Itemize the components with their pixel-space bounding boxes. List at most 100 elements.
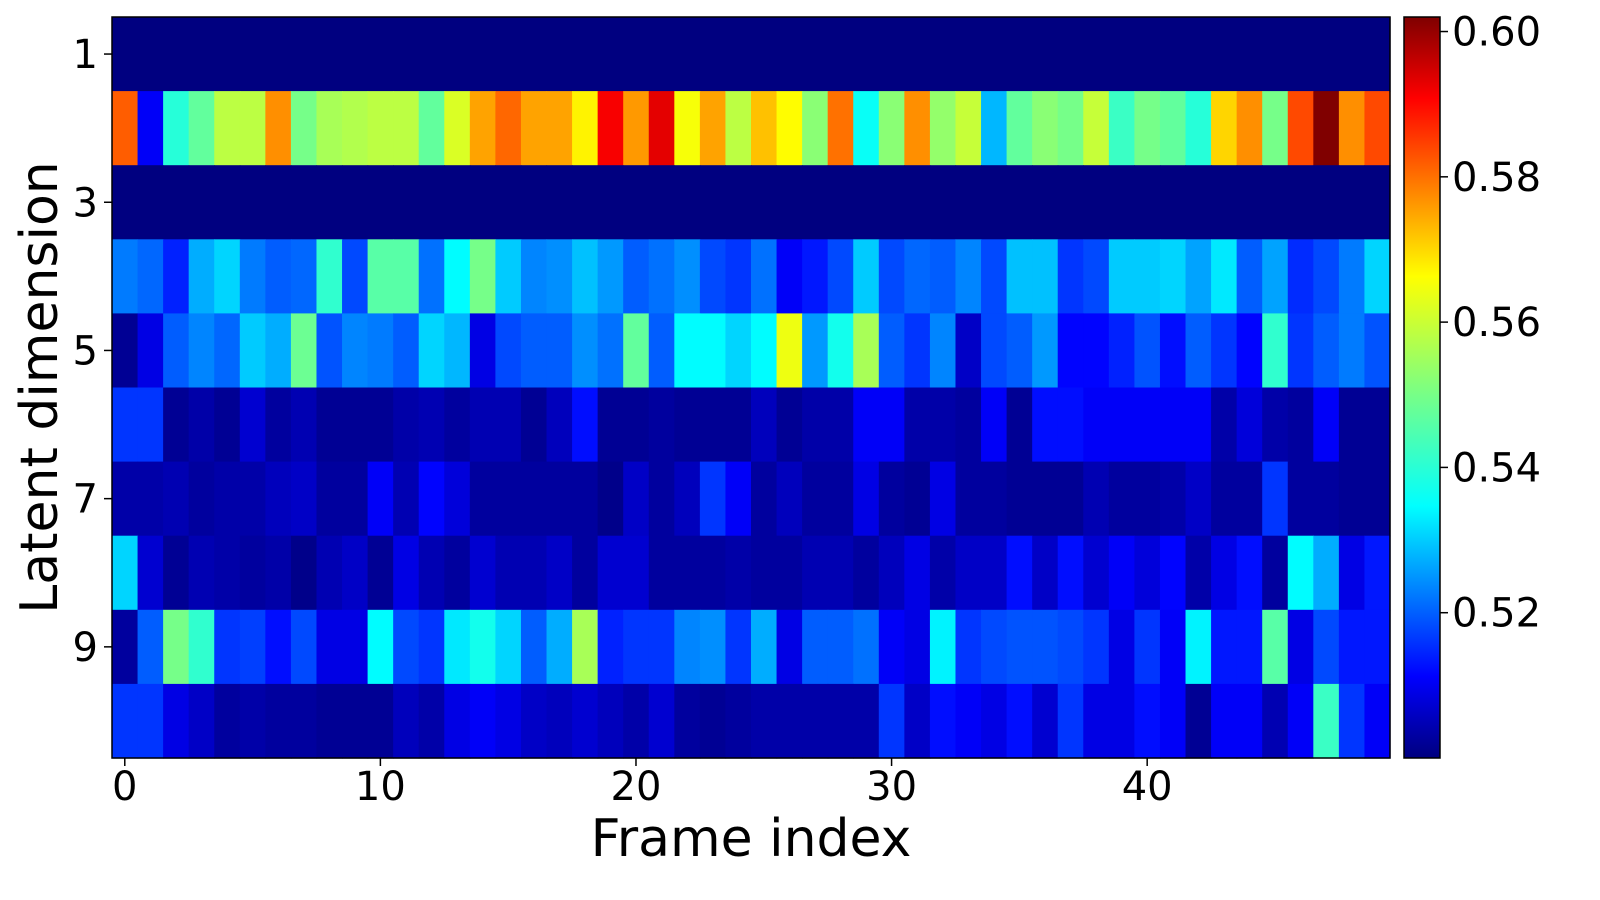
heatmap-cell <box>1338 313 1366 389</box>
heatmap-cell <box>929 17 957 92</box>
heatmap-cell <box>367 17 394 92</box>
heatmap-cell <box>418 17 445 92</box>
heatmap-cell <box>137 313 164 389</box>
heatmap-cell <box>316 91 343 166</box>
heatmap-cell <box>1185 387 1212 463</box>
heatmap-cell <box>316 609 343 685</box>
heatmap-cell <box>929 535 957 611</box>
heatmap-cell <box>1313 683 1340 759</box>
heatmap-cell <box>1006 609 1033 685</box>
heatmap-cell <box>648 165 675 240</box>
heatmap-cell <box>674 239 701 314</box>
heatmap-cell <box>290 461 318 537</box>
heatmap-cell <box>1287 683 1314 759</box>
colorbar-ticks: 0.52 0.54 0.56 0.58 0.60 <box>1440 10 1541 637</box>
heatmap-cell <box>827 609 854 685</box>
heatmap-cell <box>1057 313 1084 389</box>
heatmap-cell <box>929 683 957 759</box>
heatmap-cell <box>265 535 292 611</box>
heatmap-cell <box>1159 461 1187 537</box>
heatmap-cell <box>1211 683 1238 759</box>
heatmap-cell <box>393 91 420 166</box>
heatmap-cell <box>699 609 727 685</box>
heatmap-cell <box>342 535 369 611</box>
heatmap-cell <box>520 91 548 166</box>
heatmap-cell <box>751 609 778 685</box>
heatmap-cell <box>1083 683 1110 759</box>
heatmap-cell <box>725 535 752 611</box>
heatmap-cell <box>393 683 420 759</box>
heatmap-cell <box>214 17 241 92</box>
heatmap-cell <box>674 609 701 685</box>
heatmap-cell <box>1185 609 1212 685</box>
heatmap-cell <box>981 535 1008 611</box>
heatmap-cell <box>239 683 266 759</box>
heatmap-cell <box>367 313 394 389</box>
heatmap-cell <box>1364 683 1391 759</box>
heatmap-cell <box>290 91 318 166</box>
heatmap-cell <box>1057 91 1084 166</box>
heatmap-cell <box>546 683 573 759</box>
heatmap-cell <box>1338 683 1366 759</box>
heatmap-cell <box>1159 387 1187 463</box>
heatmap-cell <box>699 91 727 166</box>
heatmap-cell <box>929 461 957 537</box>
heatmap-cell <box>623 461 650 537</box>
heatmap-cell <box>981 461 1008 537</box>
heatmap-cell <box>648 683 675 759</box>
heatmap-cell <box>1006 165 1033 240</box>
heatmap-cell <box>188 165 215 240</box>
y-tick-label: 7 <box>73 477 98 523</box>
heatmap-cell <box>904 683 931 759</box>
heatmap-cell <box>163 313 190 389</box>
heatmap-cell <box>342 683 369 759</box>
heatmap-cell <box>981 17 1008 92</box>
heatmap-cell <box>520 17 548 92</box>
heatmap-cell <box>214 461 241 537</box>
heatmap-cell <box>469 461 496 537</box>
heatmap-cell <box>239 535 266 611</box>
heatmap-cell <box>1032 165 1059 240</box>
heatmap-cell <box>776 387 803 463</box>
heatmap-cell <box>648 461 675 537</box>
heatmap-cell <box>1338 387 1366 463</box>
heatmap-cell <box>444 239 471 314</box>
heatmap-cell <box>1083 387 1110 463</box>
heatmap-cell <box>418 165 445 240</box>
y-axis-ticks: 1 3 5 7 9 <box>73 32 112 671</box>
heatmap-cell <box>1185 683 1212 759</box>
heatmap-cell <box>316 17 343 92</box>
heatmap-cell <box>163 239 190 314</box>
heatmap-cell <box>802 17 829 92</box>
heatmap-cell <box>572 387 599 463</box>
heatmap-cell <box>853 17 880 92</box>
heatmap-cell <box>469 17 496 92</box>
heatmap-cell <box>1134 535 1161 611</box>
heatmap-cell <box>1287 165 1314 240</box>
heatmap-cell <box>342 165 369 240</box>
heatmap-cell <box>1032 535 1059 611</box>
heatmap-cell <box>1134 17 1161 92</box>
heatmap-cell <box>1057 239 1084 314</box>
heatmap-cell <box>367 535 394 611</box>
heatmap-cell <box>188 683 215 759</box>
heatmap-cell <box>1134 461 1161 537</box>
heatmap-cell <box>1032 239 1059 314</box>
heatmap-cell <box>418 609 445 685</box>
heatmap-cell <box>444 165 471 240</box>
heatmap-cell <box>1262 91 1289 166</box>
x-axis-ticks: 0 10 20 30 40 <box>112 758 1173 810</box>
heatmap-cell <box>572 17 599 92</box>
heatmap-cell <box>444 313 471 389</box>
heatmap-cell <box>265 165 292 240</box>
heatmap-cell <box>469 387 496 463</box>
heatmap-cell <box>137 535 164 611</box>
heatmap-cell <box>1262 313 1289 389</box>
heatmap-cell <box>495 683 522 759</box>
heatmap-cell <box>1262 17 1289 92</box>
heatmap-cell <box>1185 461 1212 537</box>
heatmap-cell <box>1313 313 1340 389</box>
heatmap-cell <box>904 239 931 314</box>
heatmap-cell <box>1287 461 1314 537</box>
heatmap-cell <box>1313 387 1340 463</box>
